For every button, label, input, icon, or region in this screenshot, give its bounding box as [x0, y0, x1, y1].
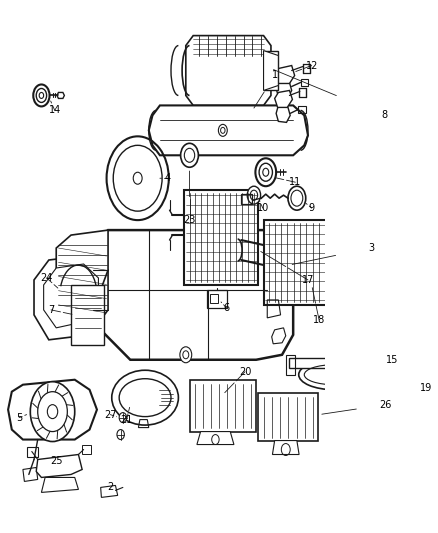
Polygon shape: [272, 441, 299, 455]
Circle shape: [119, 413, 127, 423]
Polygon shape: [56, 230, 108, 315]
Text: 11: 11: [289, 177, 301, 187]
Polygon shape: [197, 432, 234, 445]
Circle shape: [180, 143, 198, 167]
Text: 1: 1: [272, 70, 278, 80]
Circle shape: [30, 382, 75, 441]
Text: 27: 27: [104, 410, 117, 419]
Circle shape: [38, 392, 67, 432]
Text: 14: 14: [49, 106, 61, 116]
Bar: [386, 387, 395, 398]
Circle shape: [33, 84, 49, 107]
Text: 26: 26: [380, 400, 392, 410]
Text: 18: 18: [313, 315, 325, 325]
Bar: [210, 294, 218, 303]
Bar: [258, 393, 318, 441]
Bar: [207, 290, 227, 308]
Bar: [27, 447, 38, 456]
Polygon shape: [275, 91, 293, 108]
Circle shape: [117, 430, 124, 440]
Circle shape: [180, 347, 192, 363]
Ellipse shape: [299, 360, 369, 390]
Bar: [290, 358, 338, 368]
Text: 2: 2: [107, 482, 113, 492]
Text: 17: 17: [302, 275, 314, 285]
Circle shape: [247, 186, 261, 204]
Polygon shape: [44, 264, 99, 328]
Bar: [264, 220, 330, 305]
Polygon shape: [276, 80, 292, 98]
Text: 7: 7: [48, 305, 54, 315]
Circle shape: [255, 158, 276, 186]
Bar: [184, 190, 258, 285]
Text: 10: 10: [257, 203, 269, 213]
Text: 8: 8: [381, 110, 387, 120]
Circle shape: [288, 186, 306, 210]
Polygon shape: [186, 36, 271, 106]
Polygon shape: [36, 455, 82, 478]
Polygon shape: [276, 66, 295, 84]
Bar: [300, 79, 308, 86]
Circle shape: [219, 124, 227, 136]
Text: 21: 21: [120, 415, 133, 425]
Ellipse shape: [112, 370, 178, 425]
Polygon shape: [8, 379, 97, 440]
Bar: [286, 355, 295, 375]
Bar: [71, 285, 104, 345]
Text: 24: 24: [40, 273, 53, 283]
Polygon shape: [276, 106, 290, 123]
Polygon shape: [149, 106, 308, 155]
Bar: [264, 51, 279, 91]
Text: 23: 23: [184, 215, 196, 225]
Text: 4: 4: [164, 173, 170, 183]
Text: 12: 12: [305, 61, 318, 70]
Text: 15: 15: [385, 355, 398, 365]
Text: 19: 19: [420, 383, 433, 393]
Text: 20: 20: [239, 367, 251, 377]
Polygon shape: [34, 255, 108, 340]
Bar: [190, 379, 256, 432]
Text: 9: 9: [309, 203, 315, 213]
Polygon shape: [272, 328, 286, 344]
Text: 6: 6: [223, 303, 230, 313]
Text: 25: 25: [50, 456, 63, 466]
Bar: [82, 445, 91, 454]
Polygon shape: [93, 230, 293, 360]
Text: 3: 3: [368, 243, 374, 253]
Bar: [298, 107, 306, 114]
Polygon shape: [264, 51, 279, 91]
Text: 5: 5: [16, 413, 22, 423]
